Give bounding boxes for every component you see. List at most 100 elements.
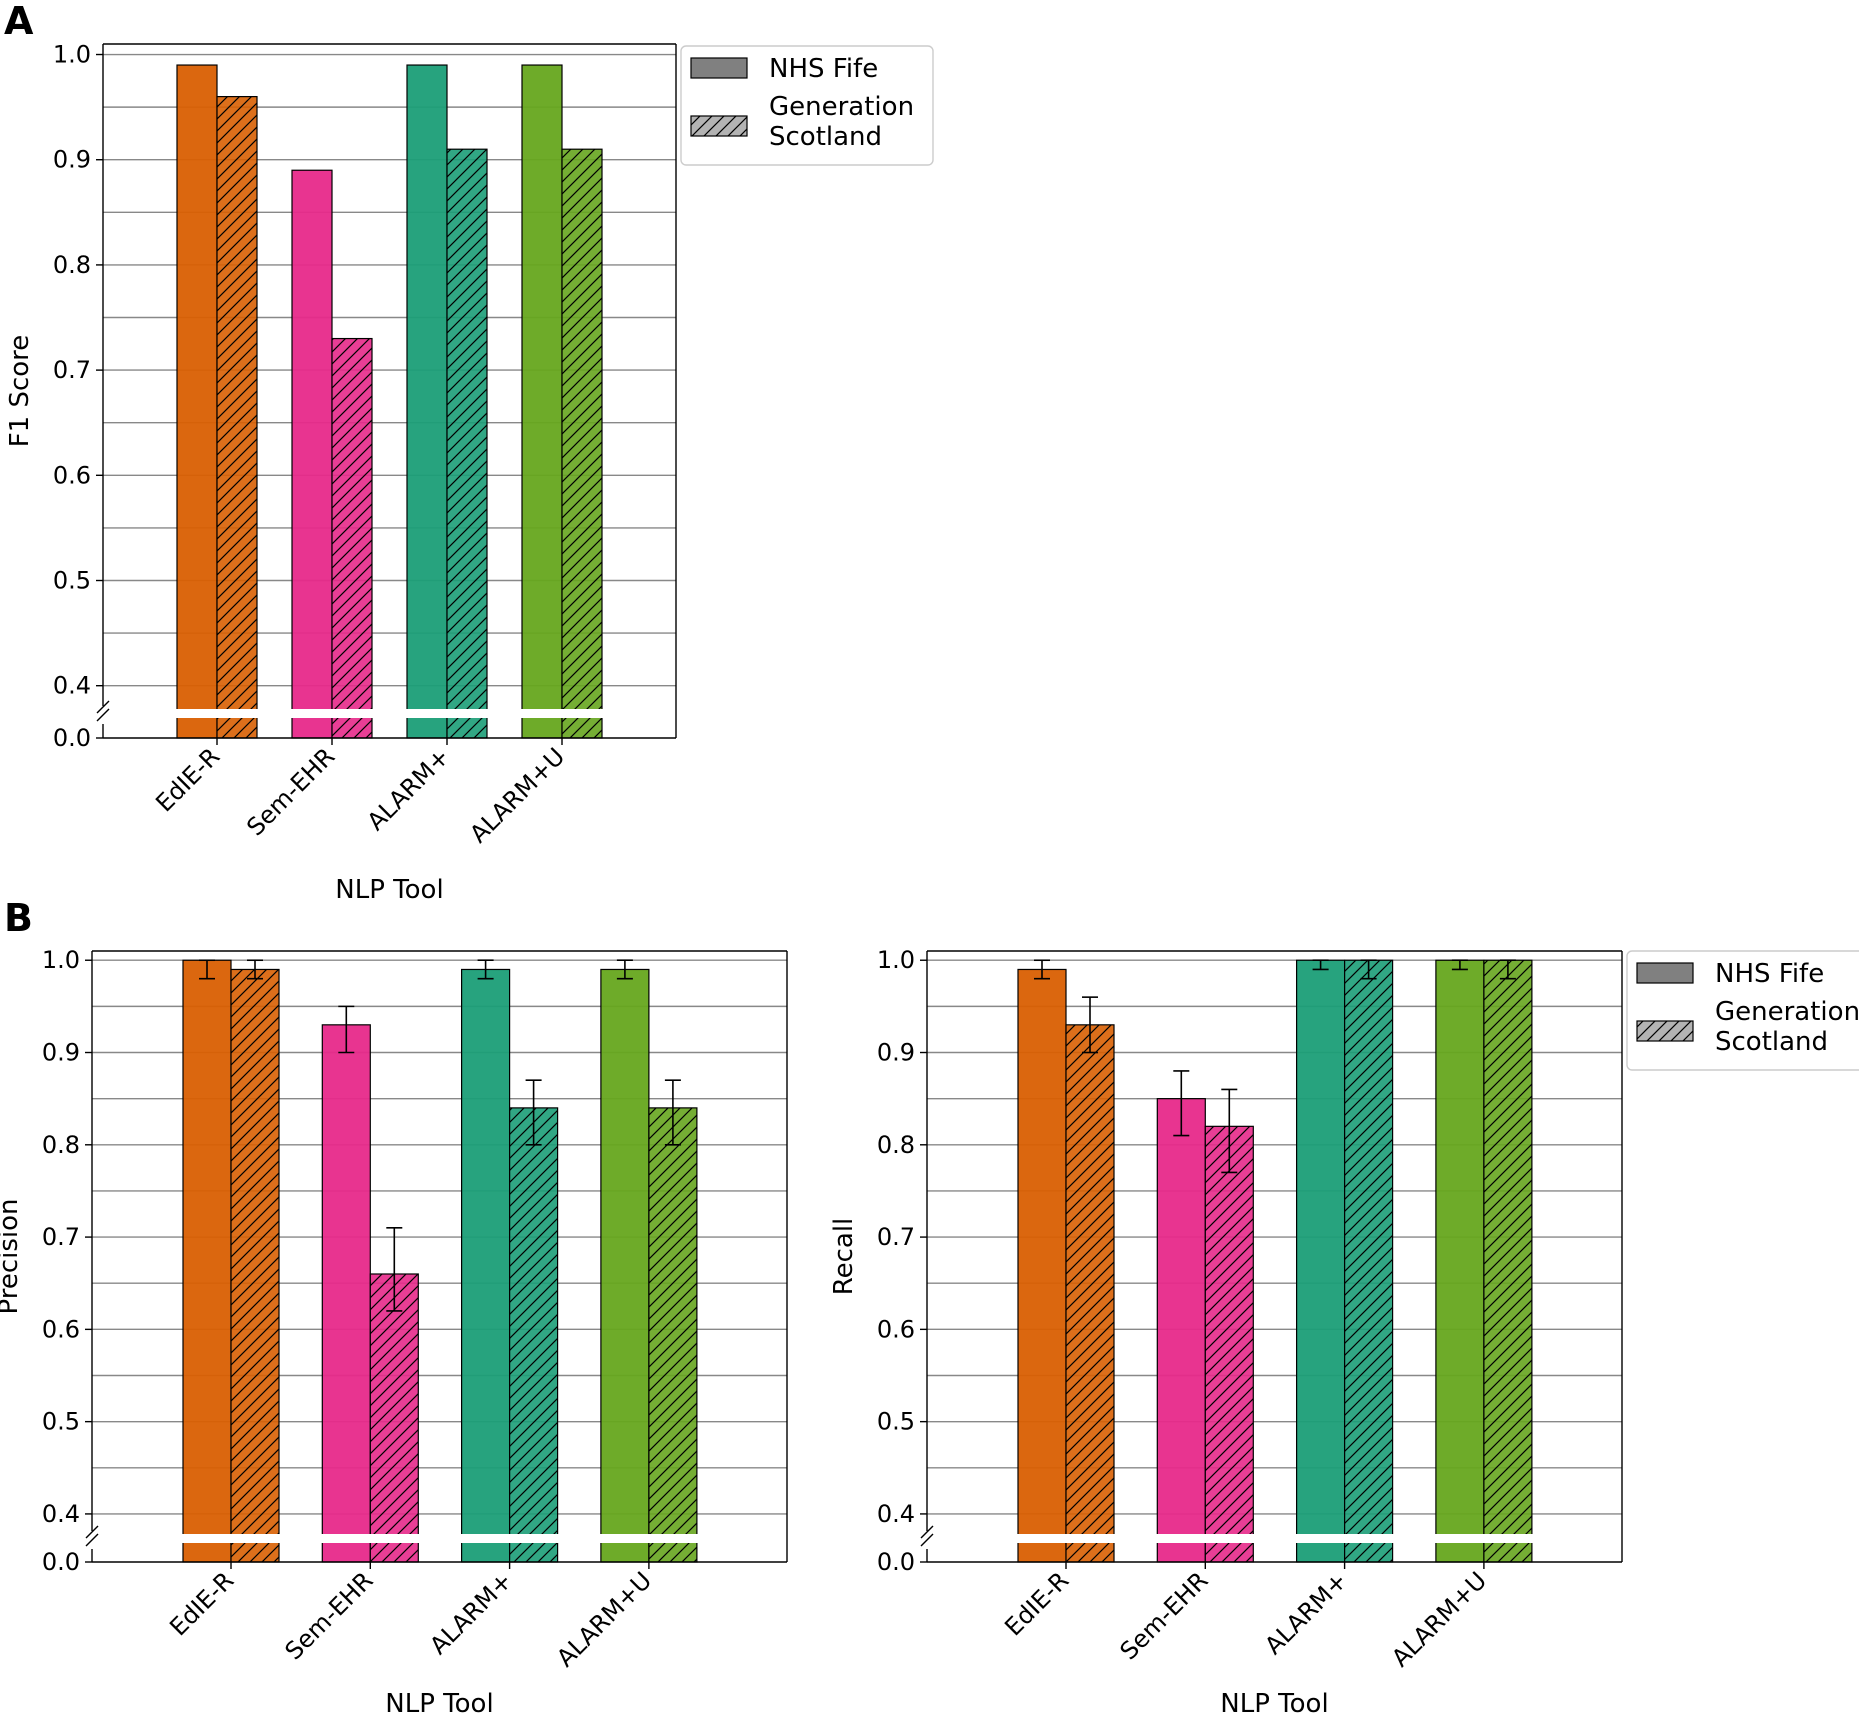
bar-sem-ehr-nhs-fife (321, 1024, 371, 1563)
x-tick-label-edie-r: EdIE-R (164, 1566, 239, 1641)
bar-alarm-plusu-nhs-fife (1435, 959, 1485, 1563)
x-tick-label-edie-r: EdIE-R (150, 742, 225, 817)
x-axis-label: NLP Tool (1220, 1689, 1328, 1715)
error-bar-edie-r-nhs-fife (199, 959, 215, 980)
y-axis-label: F1 Score (5, 335, 35, 448)
axis-break-marker (85, 1525, 99, 1547)
error-bar-alarm-plus-nhs-fife (477, 959, 494, 980)
x-tick-label-alarm-plusu: ALARM+U (464, 742, 570, 848)
legend: NHS Fife Generation Scotland (680, 45, 934, 166)
y-tick-label: 0.0 (877, 1548, 915, 1576)
chart-precision: 0.4 0.5 0.6 0.7 0.8 0.9 1.0 0.0 EdIE-R Sem-EHR ALA… (0, 946, 788, 1715)
bar-edie-r-generation-scotland (1065, 1024, 1115, 1563)
y-tick-label: 0.5 (877, 1408, 915, 1436)
error-bar-alarm-plusu-nhs-fife (616, 959, 633, 980)
y-axis-label: Precision (0, 1198, 24, 1314)
y-tick-label: 0.9 (42, 1039, 80, 1067)
bar-edie-r-nhs-fife (1017, 968, 1067, 1563)
legend: NHS Fife Generation Scotland (1626, 950, 1859, 1071)
legend-swatch-hatched (1636, 1020, 1694, 1042)
error-bar-edie-r-nhs-fife (1034, 959, 1050, 980)
x-tick-label-alarm-plusu: ALARM+U (1386, 1566, 1492, 1672)
bar-sem-ehr-generation-scotland (369, 1273, 419, 1563)
legend-swatch-solid (1636, 962, 1694, 984)
y-tick-label: 0.5 (53, 567, 91, 595)
y-tick-label: 0.8 (53, 251, 91, 279)
bar-alarm-plusu-nhs-fife (600, 968, 650, 1563)
y-tick-label: 0.4 (877, 1500, 915, 1528)
error-bar-alarm-plus-nhs-fife (1312, 959, 1329, 971)
error-bar-alarm-plusu-nhs-fife (1451, 959, 1468, 971)
x-axis-label: NLP Tool (385, 1689, 493, 1715)
y-tick-label: 0.0 (42, 1548, 80, 1576)
bar-sem-ehr-generation-scotland (331, 337, 373, 739)
x-tick-label-sem-ehr: Sem-EHR (241, 742, 340, 841)
bar-alarm-plusu-generation-scotland (1483, 959, 1533, 1563)
error-bar-sem-ehr-nhs-fife (338, 1005, 355, 1054)
bar-edie-r-generation-scotland (230, 968, 280, 1563)
error-bar-alarm-plus-generation-scotland (1360, 959, 1377, 980)
panel-letter-b: B (4, 896, 33, 940)
x-tick-label-alarm-plus: ALARM+ (424, 1566, 518, 1660)
y-tick-label: 0.5 (42, 1408, 80, 1436)
y-tick-label: 1.0 (53, 41, 91, 69)
y-tick-label: 0.9 (53, 146, 91, 174)
y-tick-label: 0.6 (53, 461, 91, 489)
y-tick-label: 0.7 (53, 356, 91, 384)
bar-alarm-plus-generation-scotland (1343, 959, 1394, 1563)
bar-sem-ehr-generation-scotland (1204, 1125, 1254, 1563)
axis-break-marker (96, 700, 110, 722)
bar-sem-ehr-nhs-fife (291, 169, 333, 739)
legend-label-nhs-fife: NHS Fife (1715, 959, 1824, 989)
y-tick-label: 0.9 (877, 1039, 915, 1067)
legend-swatch-hatched (690, 115, 748, 137)
y-tick-label: 1.0 (877, 946, 915, 974)
legend-label-nhs-fife: NHS Fife (769, 54, 878, 84)
y-axis-label: Recall (829, 1218, 859, 1296)
x-tick-label-alarm-plusu: ALARM+U (551, 1566, 657, 1672)
bar-alarm-plus-nhs-fife (406, 64, 448, 739)
error-bar-alarm-plus-generation-scotland (525, 1079, 542, 1146)
legend-swatch-solid (690, 57, 748, 79)
y-tick-label: 0.4 (42, 1500, 80, 1528)
bar-alarm-plusu-generation-scotland (561, 148, 603, 739)
y-tick-label: 1.0 (42, 946, 80, 974)
bar-edie-r-nhs-fife (176, 64, 218, 739)
bar-edie-r-nhs-fife (182, 959, 232, 1563)
bar-alarm-plusu-generation-scotland (648, 1107, 698, 1563)
y-tick-label: 0.6 (877, 1315, 915, 1343)
axis-break-marker (920, 1525, 934, 1547)
y-tick-label: 0.7 (877, 1223, 915, 1251)
bar-sem-ehr-nhs-fife (1156, 1098, 1206, 1563)
axis-break-gap (928, 1534, 1621, 1543)
error-bar-alarm-plusu-generation-scotland (664, 1079, 681, 1146)
x-tick-label-edie-r: EdIE-R (999, 1566, 1074, 1641)
y-tick-label: 0.8 (42, 1131, 80, 1159)
x-tick-label-alarm-plus: ALARM+ (362, 742, 456, 836)
bar-alarm-plus-generation-scotland (446, 148, 488, 739)
legend-label-generation-scotland: Generation Scotland (1715, 997, 1859, 1057)
x-tick-label-sem-ehr: Sem-EHR (280, 1566, 379, 1665)
bar-edie-r-generation-scotland (216, 95, 258, 739)
axis-break-gap (104, 709, 675, 718)
y-tick-label: 0.6 (42, 1315, 80, 1343)
y-tick-label: 0.0 (53, 724, 91, 752)
error-bar-edie-r-generation-scotland (247, 959, 263, 980)
x-tick-label-alarm-plus: ALARM+ (1259, 1566, 1353, 1660)
x-axis-label: NLP Tool (335, 875, 443, 905)
bar-alarm-plusu-nhs-fife (521, 64, 563, 739)
bar-alarm-plus-generation-scotland (509, 1107, 559, 1563)
error-bar-sem-ehr-generation-scotland (386, 1227, 403, 1312)
y-tick-label: 0.4 (53, 672, 91, 700)
bar-alarm-plus-nhs-fife (461, 968, 511, 1563)
error-bar-alarm-plusu-generation-scotland (1499, 959, 1516, 980)
x-tick-label-sem-ehr: Sem-EHR (1115, 1566, 1214, 1665)
y-tick-label: 0.7 (42, 1223, 80, 1251)
error-bar-sem-ehr-nhs-fife (1173, 1070, 1190, 1137)
error-bar-sem-ehr-generation-scotland (1221, 1088, 1238, 1174)
axis-break-gap (93, 1534, 786, 1543)
error-bar-edie-r-generation-scotland (1082, 996, 1098, 1054)
